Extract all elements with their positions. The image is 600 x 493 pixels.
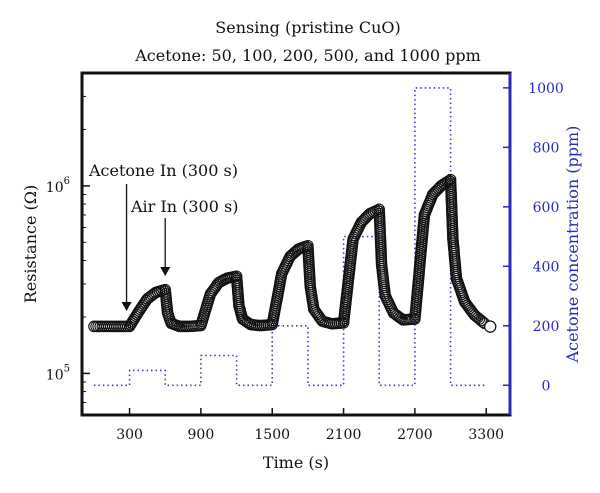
x-tick-label: 1500 — [254, 427, 290, 443]
right-tick-label: 800 — [533, 140, 560, 156]
x-tick-label: 2700 — [397, 427, 433, 443]
left-tick-label: 106 — [46, 176, 70, 196]
x-tick-label: 900 — [188, 427, 215, 443]
right-axis-ticks: 0 200 400 600 800 1000 — [503, 81, 564, 394]
x-tick-label: 3300 — [468, 427, 504, 443]
arrow-acetone-in-head — [121, 302, 132, 311]
chart-title: Sensing (pristine CuO) — [215, 18, 400, 37]
resistance-point — [314, 311, 326, 324]
right-axis-label: Acetone concentration (ppm) — [563, 126, 582, 364]
right-tick-label: 200 — [533, 319, 560, 335]
arrow-air-in-head — [160, 267, 171, 276]
resistance-point — [394, 311, 406, 324]
right-tick-label: 0 — [542, 378, 551, 394]
annotation-air-in: Air In (300 s) — [130, 197, 238, 216]
left-tick-label: 105 — [46, 363, 70, 383]
annotations: Acetone In (300 s) Air In (300 s) — [88, 161, 238, 311]
resistance-point — [475, 314, 487, 327]
resistance-series — [88, 173, 497, 333]
annotation-acetone-in: Acetone In (300 s) — [88, 161, 238, 180]
x-axis-label: Time (s) — [263, 453, 329, 472]
x-tick-label: 2100 — [326, 427, 362, 443]
resistance-point — [288, 247, 300, 259]
right-tick-label: 1000 — [528, 81, 564, 97]
chart-subtitle: Acetone: 50, 100, 200, 500, and 1000 ppm — [134, 46, 481, 65]
left-axis-ticks: 105 106 — [46, 72, 90, 416]
x-axis-ticks: 300 900 1500 2100 2700 3300 — [116, 408, 504, 443]
x-tick-label: 300 — [116, 427, 143, 443]
left-axis-label: Resistance (Ω) — [21, 185, 40, 304]
resistance-end-point — [484, 320, 497, 333]
right-tick-label: 600 — [533, 200, 560, 216]
right-tick-label: 400 — [533, 259, 560, 275]
